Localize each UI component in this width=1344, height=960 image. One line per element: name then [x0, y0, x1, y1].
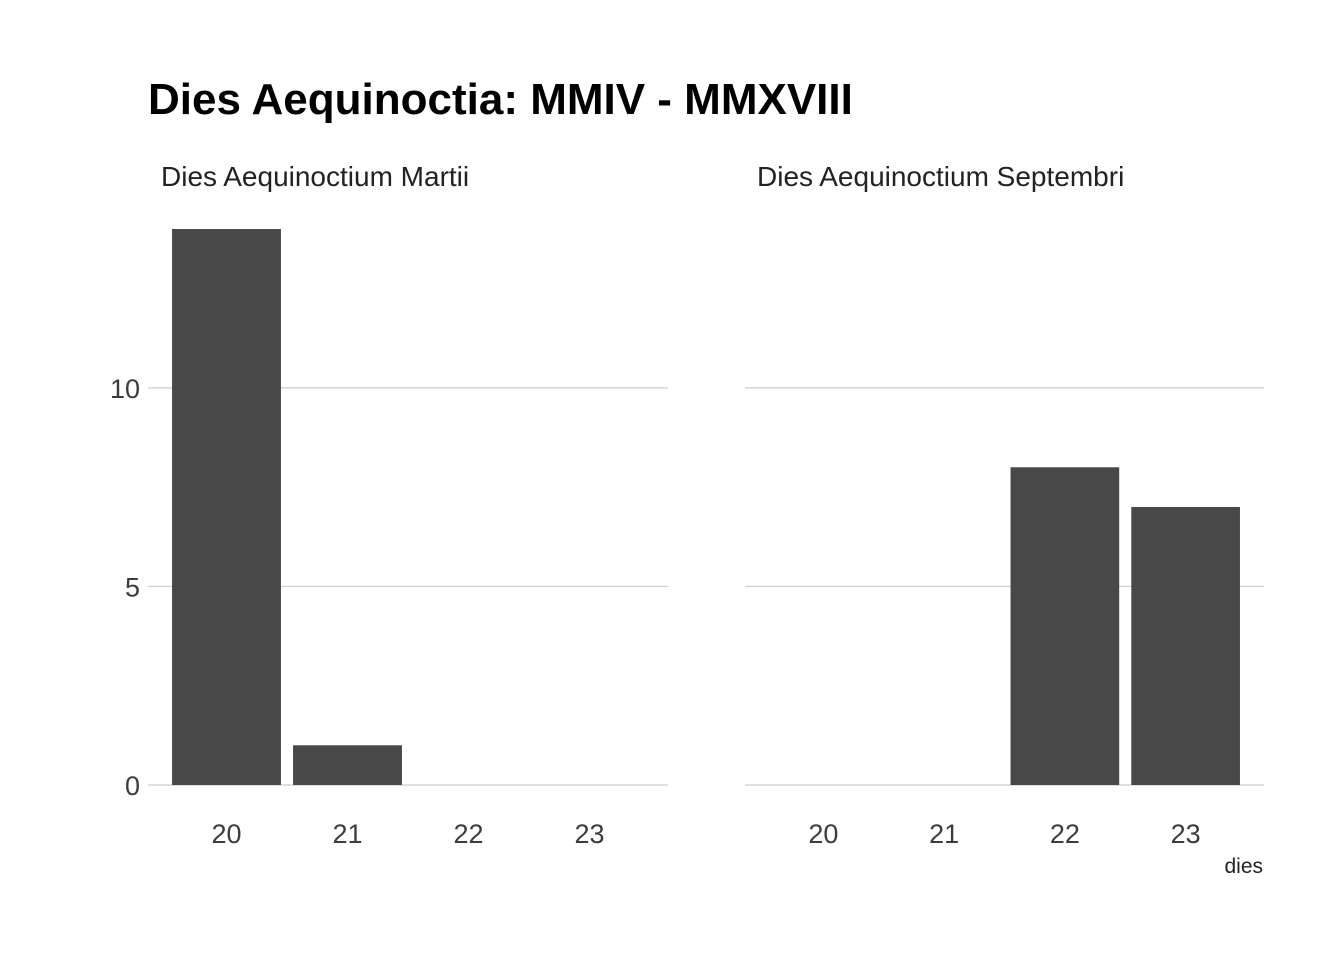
y-tick-label-0: 0 — [125, 771, 140, 801]
facet-title-septembri: Dies Aequinoctium Septembri — [757, 161, 1124, 192]
facet-title-martii: Dies Aequinoctium Martii — [161, 161, 469, 192]
x-tick-label-21-panel-1: 21 — [332, 819, 362, 849]
bar-panel-1-21 — [293, 745, 402, 785]
plot-area: 20 21 22 23 20 21 22 23 0 5 10 — [110, 229, 1264, 849]
y-tick-label-5: 5 — [125, 572, 140, 602]
x-tick-label-20-panel-1: 20 — [211, 819, 241, 849]
x-tick-label-20-panel-2: 20 — [808, 819, 838, 849]
bar-panel-2-23 — [1131, 507, 1240, 785]
x-tick-label-21-panel-2: 21 — [929, 819, 959, 849]
y-tick-label-10: 10 — [110, 374, 140, 404]
bar-panel-1-20 — [172, 229, 281, 785]
x-tick-label-23-panel-2: 23 — [1171, 819, 1201, 849]
x-tick-label-22-panel-1: 22 — [453, 819, 483, 849]
x-tick-label-23-panel-1: 23 — [574, 819, 604, 849]
chart-title: Dies Aequinoctia: MMIV - MMXVIII — [148, 75, 853, 124]
x-axis-title: dies — [1224, 855, 1263, 878]
bar-panel-2-22 — [1010, 467, 1120, 785]
x-tick-label-22-panel-2: 22 — [1050, 819, 1080, 849]
